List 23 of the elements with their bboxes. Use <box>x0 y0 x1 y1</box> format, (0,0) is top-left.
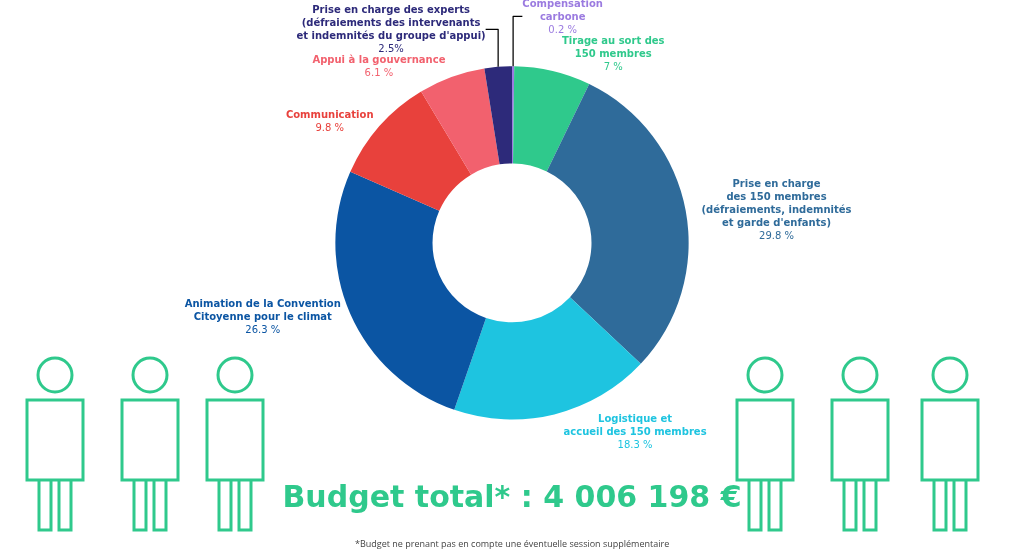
data-label: 6.1 % <box>364 67 394 79</box>
slice-label: Logistique et accueil des 150 membres <box>563 413 707 438</box>
data-label: 0.2 % <box>548 23 577 35</box>
slice-label: Prise en charge des 150 membres (défraiements, indemnités et garde d'enfants) <box>701 178 852 229</box>
data-label: 29.8 % <box>759 230 794 242</box>
slice-label: Prise en charge des experts (défraiements des intervenants et indemnités du groupe d'appui) <box>296 4 486 42</box>
donut-slice <box>546 84 689 364</box>
slice-label: Appui à la gouvernance <box>312 54 446 66</box>
text: Budget total* : 4 006 198 € <box>282 479 742 515</box>
data-label: 9.8 % <box>315 121 344 133</box>
data-label: 26.3 % <box>245 324 281 335</box>
text: *Budget ne prenant pas en compte une éventuelle session supplémentaire <box>355 537 670 550</box>
donut-slice <box>484 66 512 165</box>
data-label: 2.5% <box>378 43 404 55</box>
data-label: 18.3 % <box>617 439 653 451</box>
donut-slice <box>421 68 500 175</box>
slice-label: Communication <box>285 108 374 120</box>
data-label: 7 % <box>603 60 623 72</box>
donut-slice <box>512 66 515 164</box>
donut-slice <box>513 66 590 172</box>
slice-label: Tirage au sort des 150 membres <box>561 34 665 59</box>
slice-label: Animation de la Convention Citoyenne pour le climat <box>184 298 341 322</box>
slice-label: Compensation carbone <box>522 0 603 22</box>
